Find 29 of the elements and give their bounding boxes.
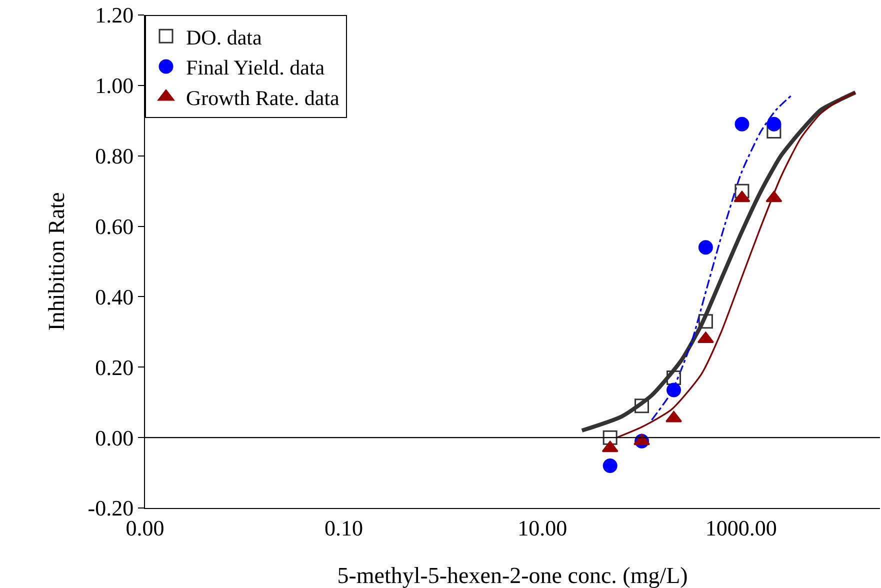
legend-label: Growth Rate. data [186, 86, 340, 110]
point [602, 458, 618, 473]
x-tick-label: 10.00 [518, 515, 568, 540]
y-tick-label: 0.00 [95, 425, 134, 450]
point [766, 190, 782, 202]
y-tick-label: 1.20 [95, 2, 134, 28]
y-tick-label: 0.40 [95, 284, 134, 310]
x-tick-label: 0.10 [324, 515, 363, 540]
legend-label: Final Yield. data [186, 56, 326, 80]
x-tick-label: 1000.00 [705, 515, 777, 540]
point [634, 434, 650, 446]
point [602, 430, 618, 445]
y-tick-label: 0.60 [95, 214, 134, 239]
point [734, 116, 750, 132]
point [766, 124, 782, 138]
point [602, 440, 618, 452]
y-tick-label: 0.20 [95, 354, 134, 380]
point [766, 116, 782, 132]
y-axis-title: Inhibition Rate [44, 192, 70, 331]
point [666, 410, 682, 422]
point [734, 184, 750, 198]
point [666, 370, 682, 385]
y-tick-label: 0.80 [95, 144, 134, 169]
point [666, 382, 682, 398]
point [634, 398, 650, 414]
x-axis-title: 5-methyl-5-hexen-2-one conc. (mg/L) [337, 563, 688, 588]
point [734, 190, 750, 202]
legend-label: DO. data [186, 25, 262, 50]
y-tick-label: 1.00 [95, 73, 134, 98]
